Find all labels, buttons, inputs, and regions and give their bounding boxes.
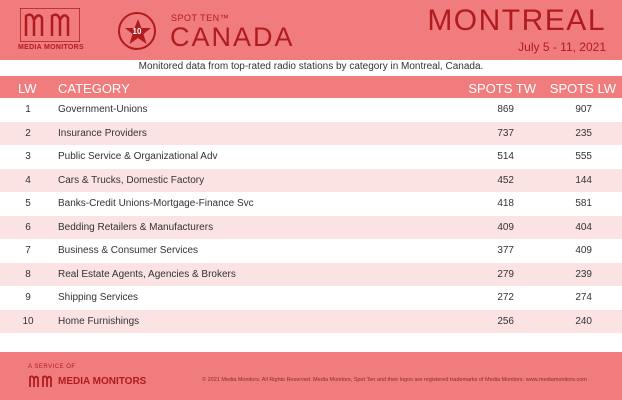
col-header-spots-lw: SPOTS LW (549, 81, 616, 96)
cell-lw: 9 (25, 292, 31, 303)
footer-logo-icon (29, 375, 52, 387)
cell-lw: 6 (25, 221, 31, 233)
subtitle: Monitored data from top-rated radio stat… (138, 61, 484, 72)
col-header-spots-tw: SPOTS TW (468, 81, 536, 96)
cell-category: Home Furnishings (58, 315, 140, 327)
country-title: CANADA (170, 22, 295, 52)
cell-spots-lw: 235 (575, 127, 592, 139)
footer-logo-text[interactable]: MEDIA MONITORS (58, 376, 147, 387)
cell-lw: 10 (22, 315, 34, 327)
table-row: 1 Government-Unions 869 907 (0, 98, 622, 122)
cell-category: Bedding Retailers & Manufacturers (58, 221, 214, 233)
cell-lw: 7 (25, 245, 31, 256)
spot-ten-badge: 10 (118, 12, 156, 50)
cell-category: Insurance Providers (58, 127, 147, 139)
cell-spots-lw: 274 (575, 292, 592, 303)
star-icon (125, 19, 151, 44)
cell-category: Cars & Trucks, Domestic Factory (58, 174, 205, 186)
cell-spots-tw: 737 (497, 127, 514, 139)
media-monitors-logo[interactable]: MEDIA MONITORS (12, 6, 90, 54)
table-header: LW CATEGORY SPOTS TW SPOTS LW (0, 78, 622, 98)
cell-lw: 8 (25, 268, 31, 280)
col-header-category: CATEGORY (58, 81, 130, 96)
header: MEDIA MONITORS 10 SPOT TEN™ CANADA MONTR… (0, 0, 622, 60)
table-row: 7 Business & Consumer Services 377 409 (0, 239, 622, 263)
service-of-label: A SERVICE OF (28, 364, 76, 370)
table-row: 3 Public Service & Organizational Adv 51… (0, 145, 622, 169)
cell-spots-lw: 240 (575, 315, 592, 327)
cell-spots-tw: 418 (497, 198, 514, 209)
cell-spots-lw: 555 (575, 151, 592, 162)
cell-lw: 4 (25, 174, 31, 186)
cell-spots-tw: 869 (497, 104, 514, 115)
cell-spots-lw: 144 (575, 174, 592, 186)
cell-category: Shipping Services (58, 292, 139, 303)
cell-spots-lw: 409 (575, 245, 592, 256)
table-row: 5 Banks-Credit Unions-Mortgage-Finance S… (0, 192, 622, 216)
city-title: MONTREAL (427, 4, 606, 37)
cell-spots-tw: 514 (497, 151, 514, 162)
cell-spots-tw: 279 (497, 268, 514, 280)
table-row: 10 Home Furnishings 256 240 (0, 309, 622, 333)
media-monitors-logo-icon (20, 8, 80, 42)
col-header-lw: LW (18, 81, 37, 96)
cell-spots-tw: 377 (497, 245, 514, 256)
table-body: 1 Government-Unions 869 907 2 Insurance … (0, 98, 622, 333)
cell-category: Public Service & Organizational Adv (58, 151, 218, 162)
cell-spots-tw: 256 (497, 315, 514, 327)
copyright-text: © 2021 Media Monitors. All Rights Reserv… (202, 377, 587, 383)
cell-lw: 1 (25, 104, 31, 115)
table-row: 6 Bedding Retailers & Manufacturers 409 … (0, 215, 622, 239)
logo-text: MEDIA MONITORS (17, 44, 85, 51)
cell-spots-lw: 239 (575, 268, 592, 280)
cell-category: Real Estate Agents, Agencies & Brokers (58, 268, 236, 280)
cell-category: Government-Unions (58, 104, 148, 115)
table-row: 8 Real Estate Agents, Agencies & Brokers… (0, 262, 622, 286)
cell-lw: 3 (25, 151, 31, 162)
spot-ten-label: SPOT TEN™ (171, 13, 230, 23)
date-range: July 5 - 11, 2021 (518, 40, 606, 54)
table-row: 2 Insurance Providers 737 235 (0, 121, 622, 145)
cell-spots-tw: 452 (497, 174, 514, 186)
cell-spots-lw: 581 (575, 198, 592, 209)
cell-spots-lw: 404 (575, 221, 592, 233)
cell-lw: 2 (25, 127, 31, 139)
divider (0, 76, 622, 78)
table-row: 9 Shipping Services 272 274 (0, 286, 622, 310)
badge-number: 10 (132, 27, 142, 36)
footer: A SERVICE OF MEDIA MONITORS © 2021 Media… (0, 352, 622, 400)
table-row: 4 Cars & Trucks, Domestic Factory 452 14… (0, 168, 622, 192)
cell-spots-tw: 409 (497, 221, 514, 233)
cell-category: Business & Consumer Services (58, 245, 199, 256)
cell-spots-tw: 272 (497, 292, 514, 303)
cell-spots-lw: 907 (575, 104, 592, 115)
cell-category: Banks-Credit Unions-Mortgage-Finance Svc (58, 198, 254, 209)
cell-lw: 5 (25, 198, 31, 209)
